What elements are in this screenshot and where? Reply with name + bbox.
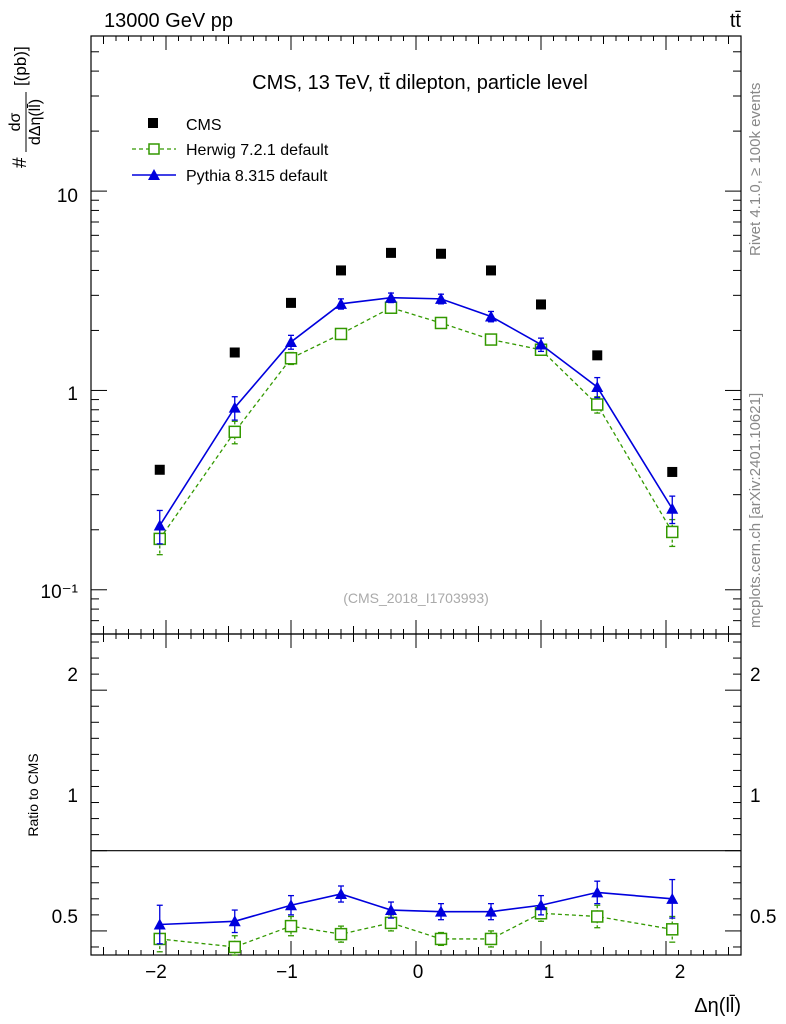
plot-title: CMS, 13 TeV, tt̄ dilepton, particle leve… bbox=[252, 72, 588, 94]
main-cms-point bbox=[592, 350, 603, 361]
main-herwig-point bbox=[591, 398, 604, 411]
main-herwig-point bbox=[666, 525, 679, 539]
mcplots-label: mcplots.cern.ch [arXiv:2401.10621] bbox=[747, 393, 764, 628]
main-herwig-point bbox=[228, 425, 241, 439]
legend-label-cms: CMS bbox=[186, 117, 222, 134]
main-pythia-point bbox=[335, 297, 347, 309]
ratio-pythia-point bbox=[485, 905, 497, 917]
ratio-herwig-point bbox=[334, 927, 348, 941]
main-cms-point bbox=[436, 248, 446, 259]
main-cms-point bbox=[336, 265, 346, 276]
ratio-herwig-point bbox=[284, 919, 298, 933]
main-ytick-label-0.1: 10⁻¹ bbox=[41, 582, 79, 603]
ylabel-numerator: dσ bbox=[7, 112, 24, 131]
legend: CMS Herwig 7.2.1 default Pythia 8.315 de… bbox=[132, 117, 329, 185]
x-axis-label: Δη(ll̄) bbox=[694, 994, 741, 1017]
main-pythia-point bbox=[485, 310, 497, 322]
main-pythia-point bbox=[435, 292, 447, 304]
main-cms-point bbox=[536, 299, 546, 310]
main-pythia-point bbox=[285, 335, 297, 347]
main-cms-point bbox=[486, 265, 496, 276]
ratio-pythia-point bbox=[535, 899, 547, 911]
axis-ticks bbox=[91, 36, 741, 955]
ratio-herwig-point bbox=[666, 923, 679, 936]
xtick-label-1: 1 bbox=[544, 962, 555, 983]
main-herwig-line bbox=[159, 307, 673, 540]
ratio-pythia-point bbox=[228, 915, 241, 927]
xtick-label-2: 2 bbox=[675, 962, 686, 983]
header-right-label: tt̄ bbox=[730, 10, 742, 32]
legend-label-herwig: Herwig 7.2.1 default bbox=[186, 142, 329, 159]
main-ytick-label-10: 10 bbox=[57, 186, 78, 207]
ratio-ytick-label-2: 2 bbox=[67, 665, 78, 686]
main-herwig-point bbox=[384, 301, 398, 314]
ylabel-unit: [(pb)] bbox=[11, 46, 30, 86]
main-herwig-point bbox=[484, 333, 498, 346]
main-pythia-point bbox=[153, 519, 166, 531]
ratio-pythia-point bbox=[335, 888, 347, 900]
main-pythia-point bbox=[228, 401, 241, 413]
legend-marker-pythia bbox=[148, 169, 160, 180]
legend-label-pythia: Pythia 8.315 default bbox=[186, 168, 328, 185]
ratio-pythia-point bbox=[591, 886, 604, 898]
main-pythia-point bbox=[591, 381, 604, 393]
main-cms-point bbox=[386, 247, 396, 258]
ylabel-prefix: # bbox=[10, 157, 31, 168]
main-y-axis-label: # dσ dΔη(ll̄) [(pb)] bbox=[7, 46, 44, 168]
ratio-y-axis-label: Ratio to CMS bbox=[25, 753, 41, 836]
main-herwig-point bbox=[334, 327, 348, 341]
xtick-label-m1: −1 bbox=[276, 962, 298, 983]
ratio-herwig-point bbox=[484, 932, 498, 946]
main-cms-point bbox=[229, 347, 240, 358]
ratio-ytick-label-right-1: 1 bbox=[750, 786, 761, 807]
main-cms-point bbox=[286, 297, 296, 308]
ratio-herwig-point bbox=[384, 916, 398, 930]
analysis-watermark: (CMS_2018_I1703993) bbox=[343, 590, 489, 606]
ratio-ytick-label-right-2: 2 bbox=[750, 665, 761, 686]
ratio-pythia-point bbox=[435, 905, 447, 917]
ratio-herwig-point bbox=[228, 940, 241, 954]
ratio-pythia-line bbox=[159, 891, 673, 926]
xtick-label-m2: −2 bbox=[145, 962, 167, 983]
header-left-label: 13000 GeV pp bbox=[104, 10, 233, 32]
ylabel-denominator: dΔη(ll̄) bbox=[26, 99, 44, 145]
ratio-ytick-label-1: 1 bbox=[67, 786, 78, 807]
ratio-herwig-point bbox=[591, 910, 604, 923]
ratio-ytick-label-right-0.5: 0.5 bbox=[750, 907, 776, 928]
ratio-pythia-point bbox=[153, 918, 166, 930]
ratio-herwig-line bbox=[159, 912, 673, 948]
ratio-pythia-point bbox=[285, 899, 297, 911]
data-series bbox=[91, 247, 741, 956]
ratio-plot-frame bbox=[90, 633, 742, 956]
rivet-label: Rivet 4.1.0, ≥ 100k events bbox=[747, 83, 764, 256]
legend-marker-herwig bbox=[148, 143, 160, 155]
main-herwig-point bbox=[284, 352, 298, 365]
main-herwig-point bbox=[434, 316, 448, 330]
main-pythia-point bbox=[535, 338, 547, 350]
main-pythia-point bbox=[666, 502, 679, 514]
main-pythia-point bbox=[385, 291, 397, 303]
main-pythia-line bbox=[159, 296, 673, 526]
main-cms-point bbox=[667, 466, 678, 477]
ratio-pythia-point bbox=[666, 892, 679, 904]
legend-marker-cms bbox=[148, 118, 158, 128]
xtick-label-0: 0 bbox=[413, 962, 424, 983]
ratio-ytick-label-0.5: 0.5 bbox=[52, 907, 78, 928]
main-cms-point bbox=[154, 464, 165, 475]
ratio-herwig-point bbox=[434, 932, 448, 946]
ratio-pythia-point bbox=[385, 904, 397, 916]
main-ytick-label-1: 1 bbox=[67, 384, 78, 405]
